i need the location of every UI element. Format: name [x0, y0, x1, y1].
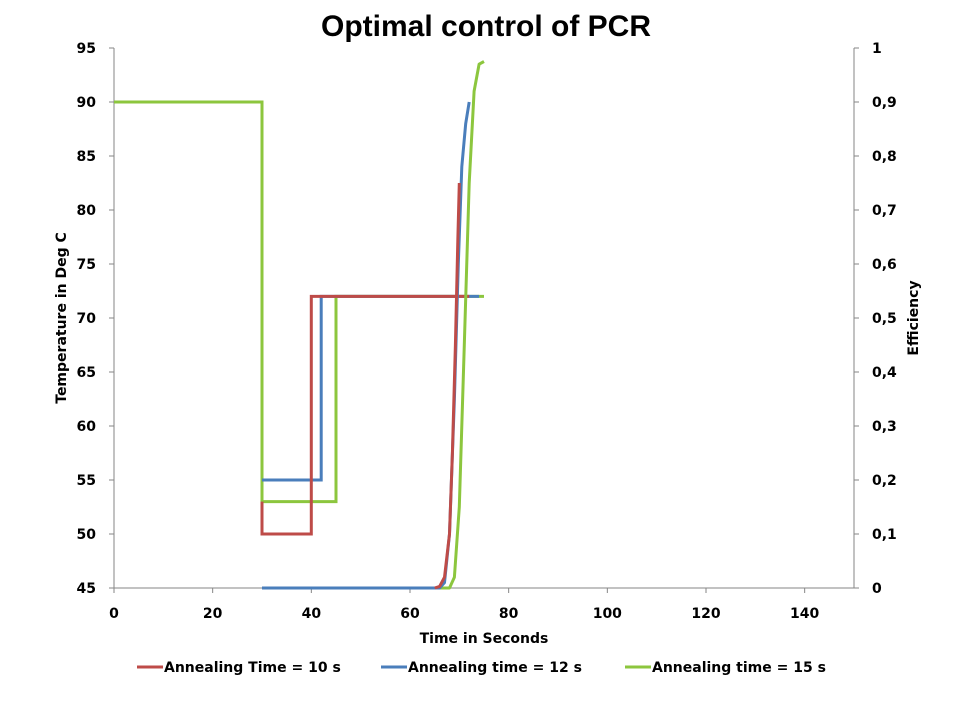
y-tick-label: 95: [77, 41, 96, 57]
temperature-line-3: [114, 100, 484, 504]
x-tick-label: 0: [109, 606, 119, 622]
y2-tick-label: 0,1: [872, 527, 897, 543]
x-tick-label: 100: [593, 606, 622, 622]
chart-title: Optimal control of PCR: [321, 10, 651, 43]
legend-label-1: Annealing Time = 10 s: [164, 660, 341, 676]
x-tick-label: 60: [400, 606, 420, 622]
y2-axis-title: Efficiency: [906, 280, 922, 355]
x-tick-label: 120: [691, 606, 720, 622]
legend-label-2: Annealing time = 12 s: [408, 660, 582, 676]
efficiency-line-3: [262, 60, 485, 590]
x-tick-label: 80: [499, 606, 519, 622]
axes: 45 50 55 60 65 70 75 80 85 90 95 0 0,1 0,2 0,3 0,4 0,5 0,…: [77, 41, 898, 622]
y2-tick-label: 0,3: [872, 419, 897, 435]
y2-tick-label: 1: [872, 41, 882, 57]
temperature-line-1: [260, 294, 470, 536]
y2-tick-label: 0,4: [872, 365, 897, 381]
y2-tick-label: 0: [872, 581, 882, 597]
y2-tick-label: 0,8: [872, 149, 897, 165]
y-tick-label: 90: [77, 95, 97, 111]
legend: Annealing Time = 10 s Annealing time = 12…: [137, 660, 826, 676]
y2-tick-label: 0,6: [872, 257, 897, 273]
efficiency-line-1: [434, 182, 461, 590]
y-tick-label: 60: [77, 419, 97, 435]
temperature-line-2: [262, 294, 480, 482]
y-tick-label: 75: [77, 257, 96, 273]
y-tick-label: 70: [77, 311, 97, 327]
y2-tick-label: 0,2: [872, 473, 897, 489]
y-tick-label: 50: [77, 527, 97, 543]
y-axis-title: Temperature in Deg C: [54, 232, 70, 404]
y-tick-label: 55: [77, 473, 96, 489]
y-tick-label: 65: [77, 365, 96, 381]
series-group: [114, 60, 485, 590]
legend-label-3: Annealing time = 15 s: [652, 660, 826, 676]
x-axis-title: Time in Seconds: [420, 631, 549, 647]
y2-tick-label: 0,9: [872, 95, 897, 111]
x-tick-label: 140: [790, 606, 819, 622]
efficiency-line-2: [262, 101, 471, 590]
x-tick-label: 40: [302, 606, 322, 622]
y-tick-label: 80: [77, 203, 97, 219]
y-tick-label: 85: [77, 149, 96, 165]
x-tick-label: 20: [203, 606, 223, 622]
y-tick-label: 45: [77, 581, 96, 597]
y2-tick-label: 0,5: [872, 311, 897, 327]
y2-tick-label: 0,7: [872, 203, 897, 219]
